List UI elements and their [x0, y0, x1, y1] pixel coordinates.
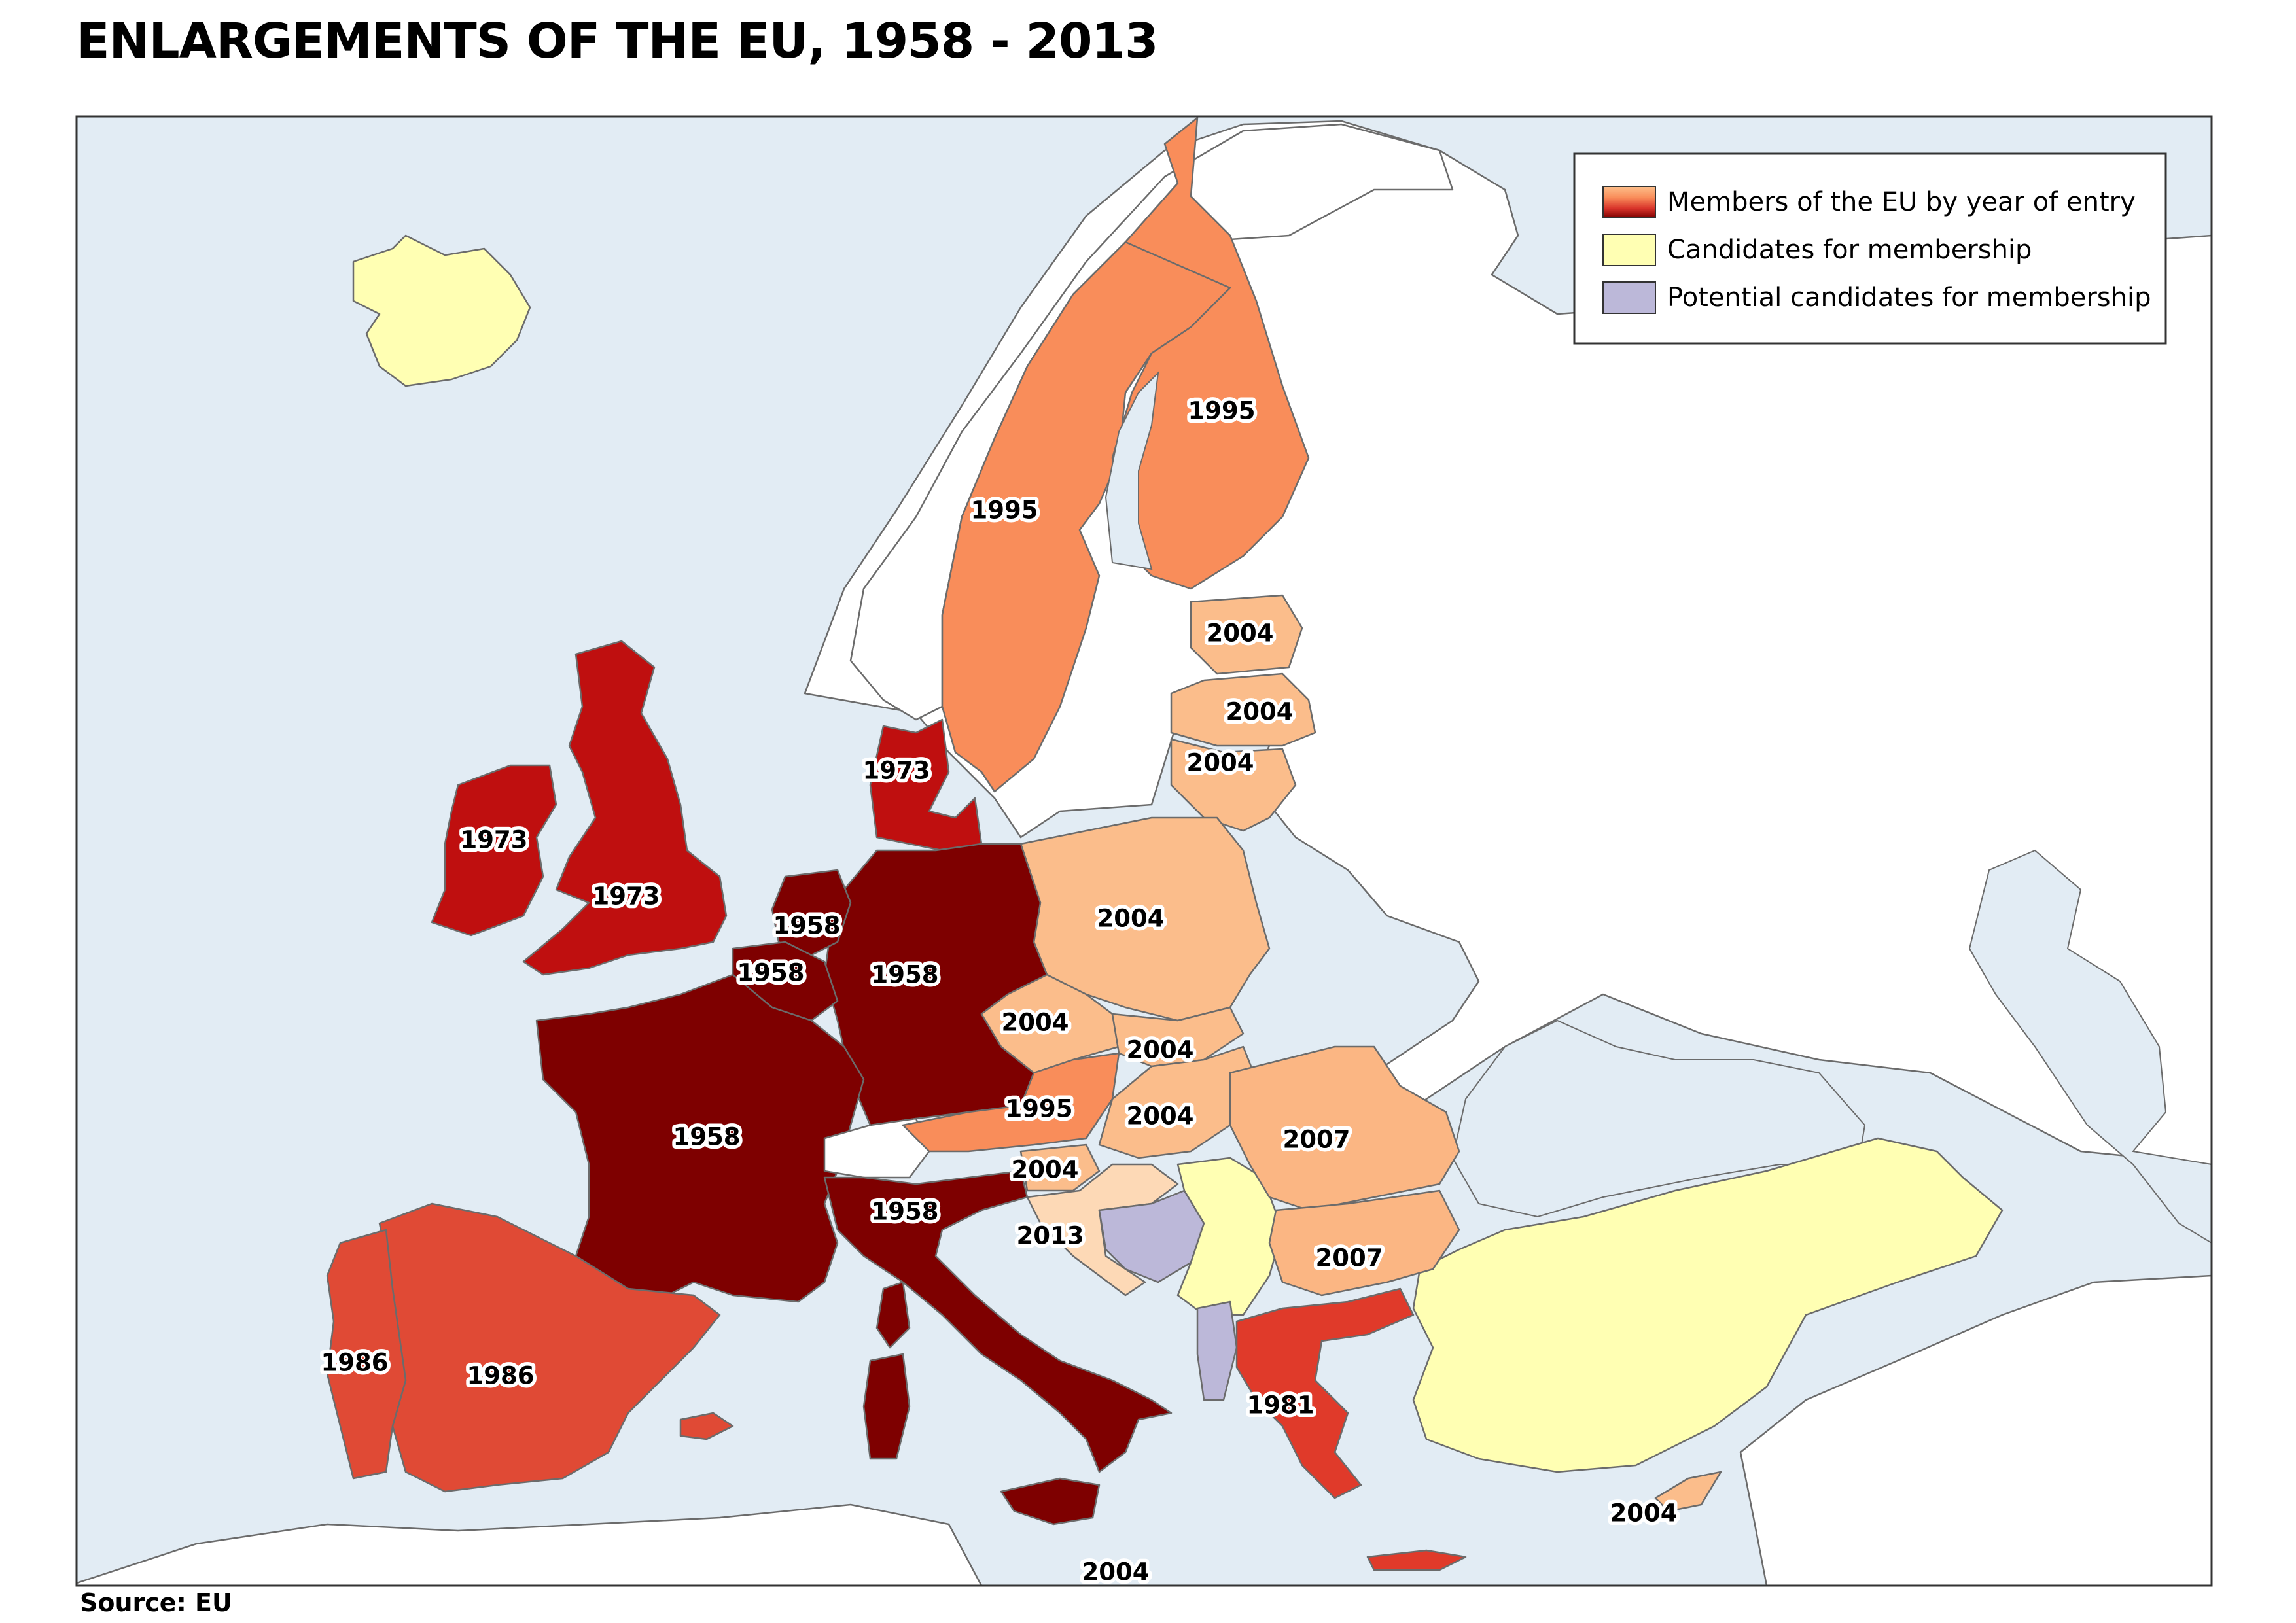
label-netherlands: 1958: [773, 912, 841, 940]
label-ireland: 1973: [461, 826, 528, 854]
region-balearics: [679, 1412, 734, 1440]
label-lithuania: 2004: [1187, 749, 1254, 777]
gulf-of-bothnia: [1104, 371, 1159, 570]
region-albania: [1196, 1300, 1238, 1401]
label-hungary: 2004: [1127, 1102, 1194, 1130]
region-corsica: [875, 1281, 911, 1349]
label-greece: 1981: [1247, 1391, 1315, 1420]
legend-swatch-potential: [1602, 281, 1656, 314]
region-north-africa: [77, 1503, 983, 1586]
label-italy: 1958: [872, 1198, 939, 1226]
region-cyprus: [1654, 1471, 1722, 1512]
label-denmark: 1973: [863, 757, 930, 785]
label-slovenia: 2004: [1012, 1156, 1079, 1184]
region-iceland: [352, 234, 531, 387]
label-bulgaria: 2007: [1316, 1244, 1383, 1272]
region-lithuania: [1170, 738, 1297, 832]
region-austria: [902, 1052, 1120, 1153]
label-romania: 2007: [1283, 1126, 1351, 1154]
region-switzerland: [823, 1117, 930, 1179]
region-crete: [1366, 1549, 1467, 1571]
region-sweden: [941, 241, 1231, 793]
region-finland: [1111, 116, 1310, 590]
label-malta: 2004: [1082, 1558, 1150, 1586]
legend-box: [1573, 152, 2167, 345]
label-poland: 2004: [1097, 905, 1165, 933]
region-slovakia: [1111, 1006, 1245, 1068]
label-austria: 1995: [1006, 1095, 1073, 1123]
caspian-sea: [1968, 849, 2212, 1244]
label-croatia: 2013: [1017, 1222, 1084, 1250]
region-turkey: [1412, 1137, 2004, 1473]
region-ireland: [431, 764, 557, 937]
region-portugal: [326, 1229, 407, 1480]
region-sardinia: [862, 1353, 911, 1460]
legend-label-candidates: Candidates for membership: [1667, 235, 2032, 265]
source-note: Source: EU: [80, 1588, 232, 1617]
region-bulgaria: [1268, 1189, 1460, 1297]
region-italy: [823, 1170, 1173, 1473]
legend-label-potential: Potential candidates for membership: [1667, 283, 2151, 313]
region-estonia: [1190, 594, 1303, 675]
region-denmark: [869, 718, 983, 852]
map-title: ENLARGEMENTS OF THE EU, 1958 - 2013: [77, 13, 1158, 69]
region-france: [535, 973, 865, 1303]
year-labels: 1995 1995 2004 2004 2004 1973 1973 1973 …: [317, 393, 1681, 1590]
legend-swatch-candidates: [1602, 234, 1656, 266]
label-estonia: 2004: [1207, 620, 1274, 648]
map-frame: [75, 115, 2213, 1587]
region-greece: [1235, 1287, 1415, 1499]
label-france: 1958: [673, 1123, 741, 1151]
label-sweden: 1995: [971, 497, 1038, 525]
region-latvia: [1170, 672, 1316, 747]
label-belgium: 1958: [737, 959, 805, 987]
label-uk: 1973: [593, 882, 660, 911]
legend: Members of the EU by year of entry Candi…: [1573, 152, 2167, 345]
label-cyprus: 2004: [1610, 1499, 1678, 1527]
region-uk: [522, 640, 728, 976]
label-germany: 1958: [872, 961, 939, 989]
label-portugal: 1986: [321, 1349, 389, 1377]
label-slovakia: 2004: [1127, 1036, 1194, 1064]
region-slovenia: [1019, 1143, 1101, 1192]
legend-label-members: Members of the EU by year of entry: [1667, 187, 2136, 217]
label-latvia: 2004: [1226, 698, 1294, 726]
label-czech: 2004: [1002, 1009, 1069, 1037]
legend-swatch-members: [1602, 186, 1656, 218]
label-spain: 1986: [467, 1362, 535, 1390]
region-middle-east: [1739, 1274, 2212, 1586]
label-finland: 1995: [1188, 397, 1256, 425]
region-sicily: [1000, 1477, 1101, 1526]
region-netherlands: [771, 869, 852, 956]
region-romania: [1229, 1045, 1460, 1212]
